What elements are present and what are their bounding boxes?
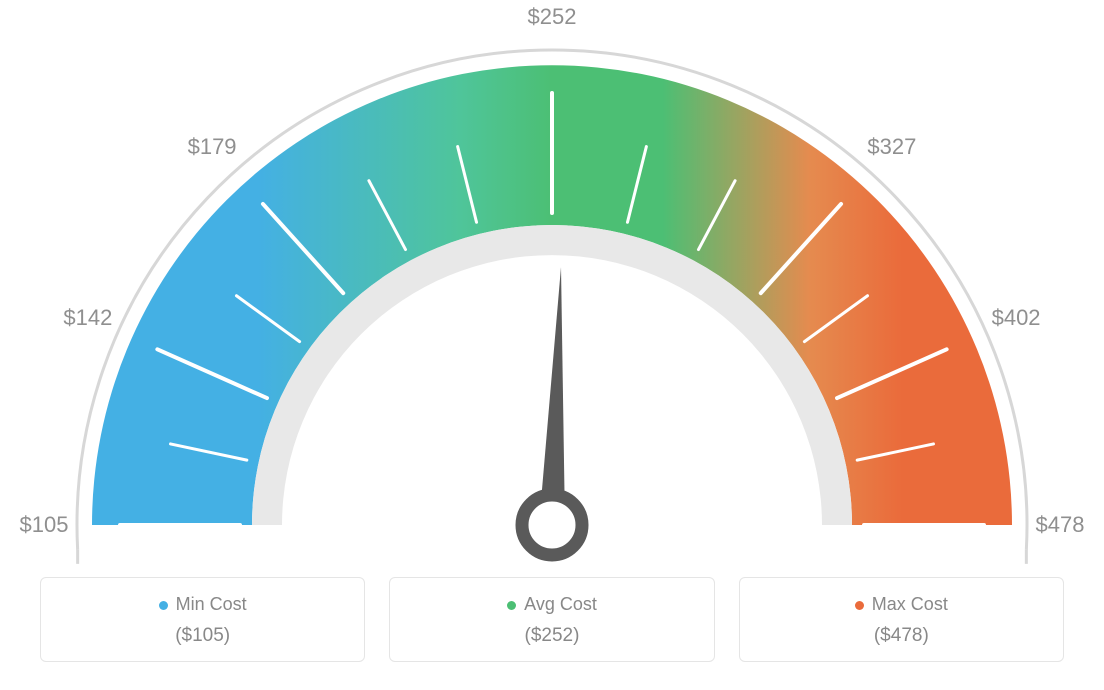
gauge-hub xyxy=(522,495,582,555)
gauge-tick-label: $179 xyxy=(188,134,237,160)
legend-dot-icon xyxy=(855,601,864,610)
gauge-tick-label: $142 xyxy=(63,305,112,331)
legend-label: Min Cost xyxy=(51,594,354,615)
legend-box: Avg Cost ($252) xyxy=(389,577,714,662)
gauge-area: $105 $142 $179 $252 $327 $402 $478 xyxy=(0,0,1104,570)
legend-value: ($105) xyxy=(51,625,354,647)
legend-dot-icon xyxy=(507,601,516,610)
legend-label-text: Min Cost xyxy=(176,594,247,614)
legend-label: Max Cost xyxy=(750,594,1053,615)
legend-value: ($252) xyxy=(400,625,703,647)
gauge-chart-container: $105 $142 $179 $252 $327 $402 $478 Min Cost ($1… xyxy=(0,0,1104,690)
legend-label: Avg Cost xyxy=(400,594,703,615)
gauge-tick-label: $478 xyxy=(1036,512,1085,538)
legend-label-text: Max Cost xyxy=(872,594,948,614)
legend-label-text: Avg Cost xyxy=(524,594,597,614)
legend-value: ($478) xyxy=(750,625,1053,647)
gauge-tick-label: $327 xyxy=(867,134,916,160)
legend-box: Max Cost ($478) xyxy=(739,577,1064,662)
gauge-tick-label: $402 xyxy=(992,305,1041,331)
legend-row: Min Cost ($105) Avg Cost ($252) Max Cost ($47… xyxy=(40,577,1064,662)
gauge-tick-label: $105 xyxy=(20,512,69,538)
gauge-tick-label: $252 xyxy=(528,4,577,30)
legend-dot-icon xyxy=(159,601,168,610)
gauge-svg xyxy=(0,0,1104,570)
legend-box: Min Cost ($105) xyxy=(40,577,365,662)
